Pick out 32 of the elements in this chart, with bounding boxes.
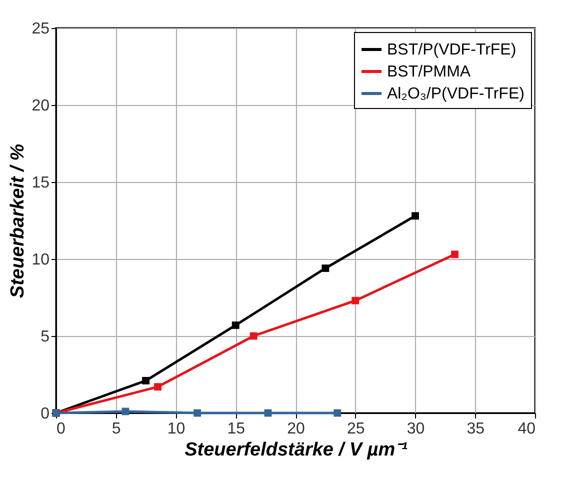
- y-tick-label: 5: [40, 328, 50, 346]
- point: [232, 322, 240, 329]
- y-tick-label: 10: [32, 252, 50, 268]
- legend-label: BST/P(VDF-TrFE): [387, 42, 516, 58]
- x-tick-label: 30: [406, 420, 425, 438]
- point: [142, 376, 150, 384]
- x-tick-label: 25: [346, 420, 365, 438]
- x-tick-label: 0: [56, 420, 66, 438]
- x-tick-label: 20: [287, 420, 305, 438]
- point: [122, 408, 130, 416]
- legend-label: BST/PMMA: [387, 64, 471, 80]
- y-tick-label: 0: [40, 406, 50, 422]
- y-axis-title: Steuerbarkeit / %: [8, 144, 29, 298]
- x-tick-label: 40: [518, 420, 536, 438]
- legend-label: Al₂O₃/P(VDF-TrFE): [387, 86, 524, 102]
- point: [194, 409, 202, 417]
- x-tick-label: 35: [466, 420, 485, 438]
- point: [334, 409, 342, 417]
- point: [451, 250, 458, 258]
- point: [264, 409, 272, 417]
- y-tick-label: 15: [32, 174, 50, 192]
- x-axis-title: Steuerfeldstärke / V µm⁻¹: [184, 440, 408, 460]
- x-tick-label: 5: [112, 420, 121, 438]
- point: [322, 264, 330, 272]
- point: [352, 296, 360, 304]
- point: [250, 332, 258, 340]
- point: [412, 212, 419, 220]
- x-tick-label: 10: [167, 420, 186, 438]
- y-tick-label: 20: [32, 98, 50, 114]
- point: [154, 383, 162, 391]
- y-tick-label: 25: [32, 20, 50, 38]
- x-tick-label: 15: [227, 420, 246, 438]
